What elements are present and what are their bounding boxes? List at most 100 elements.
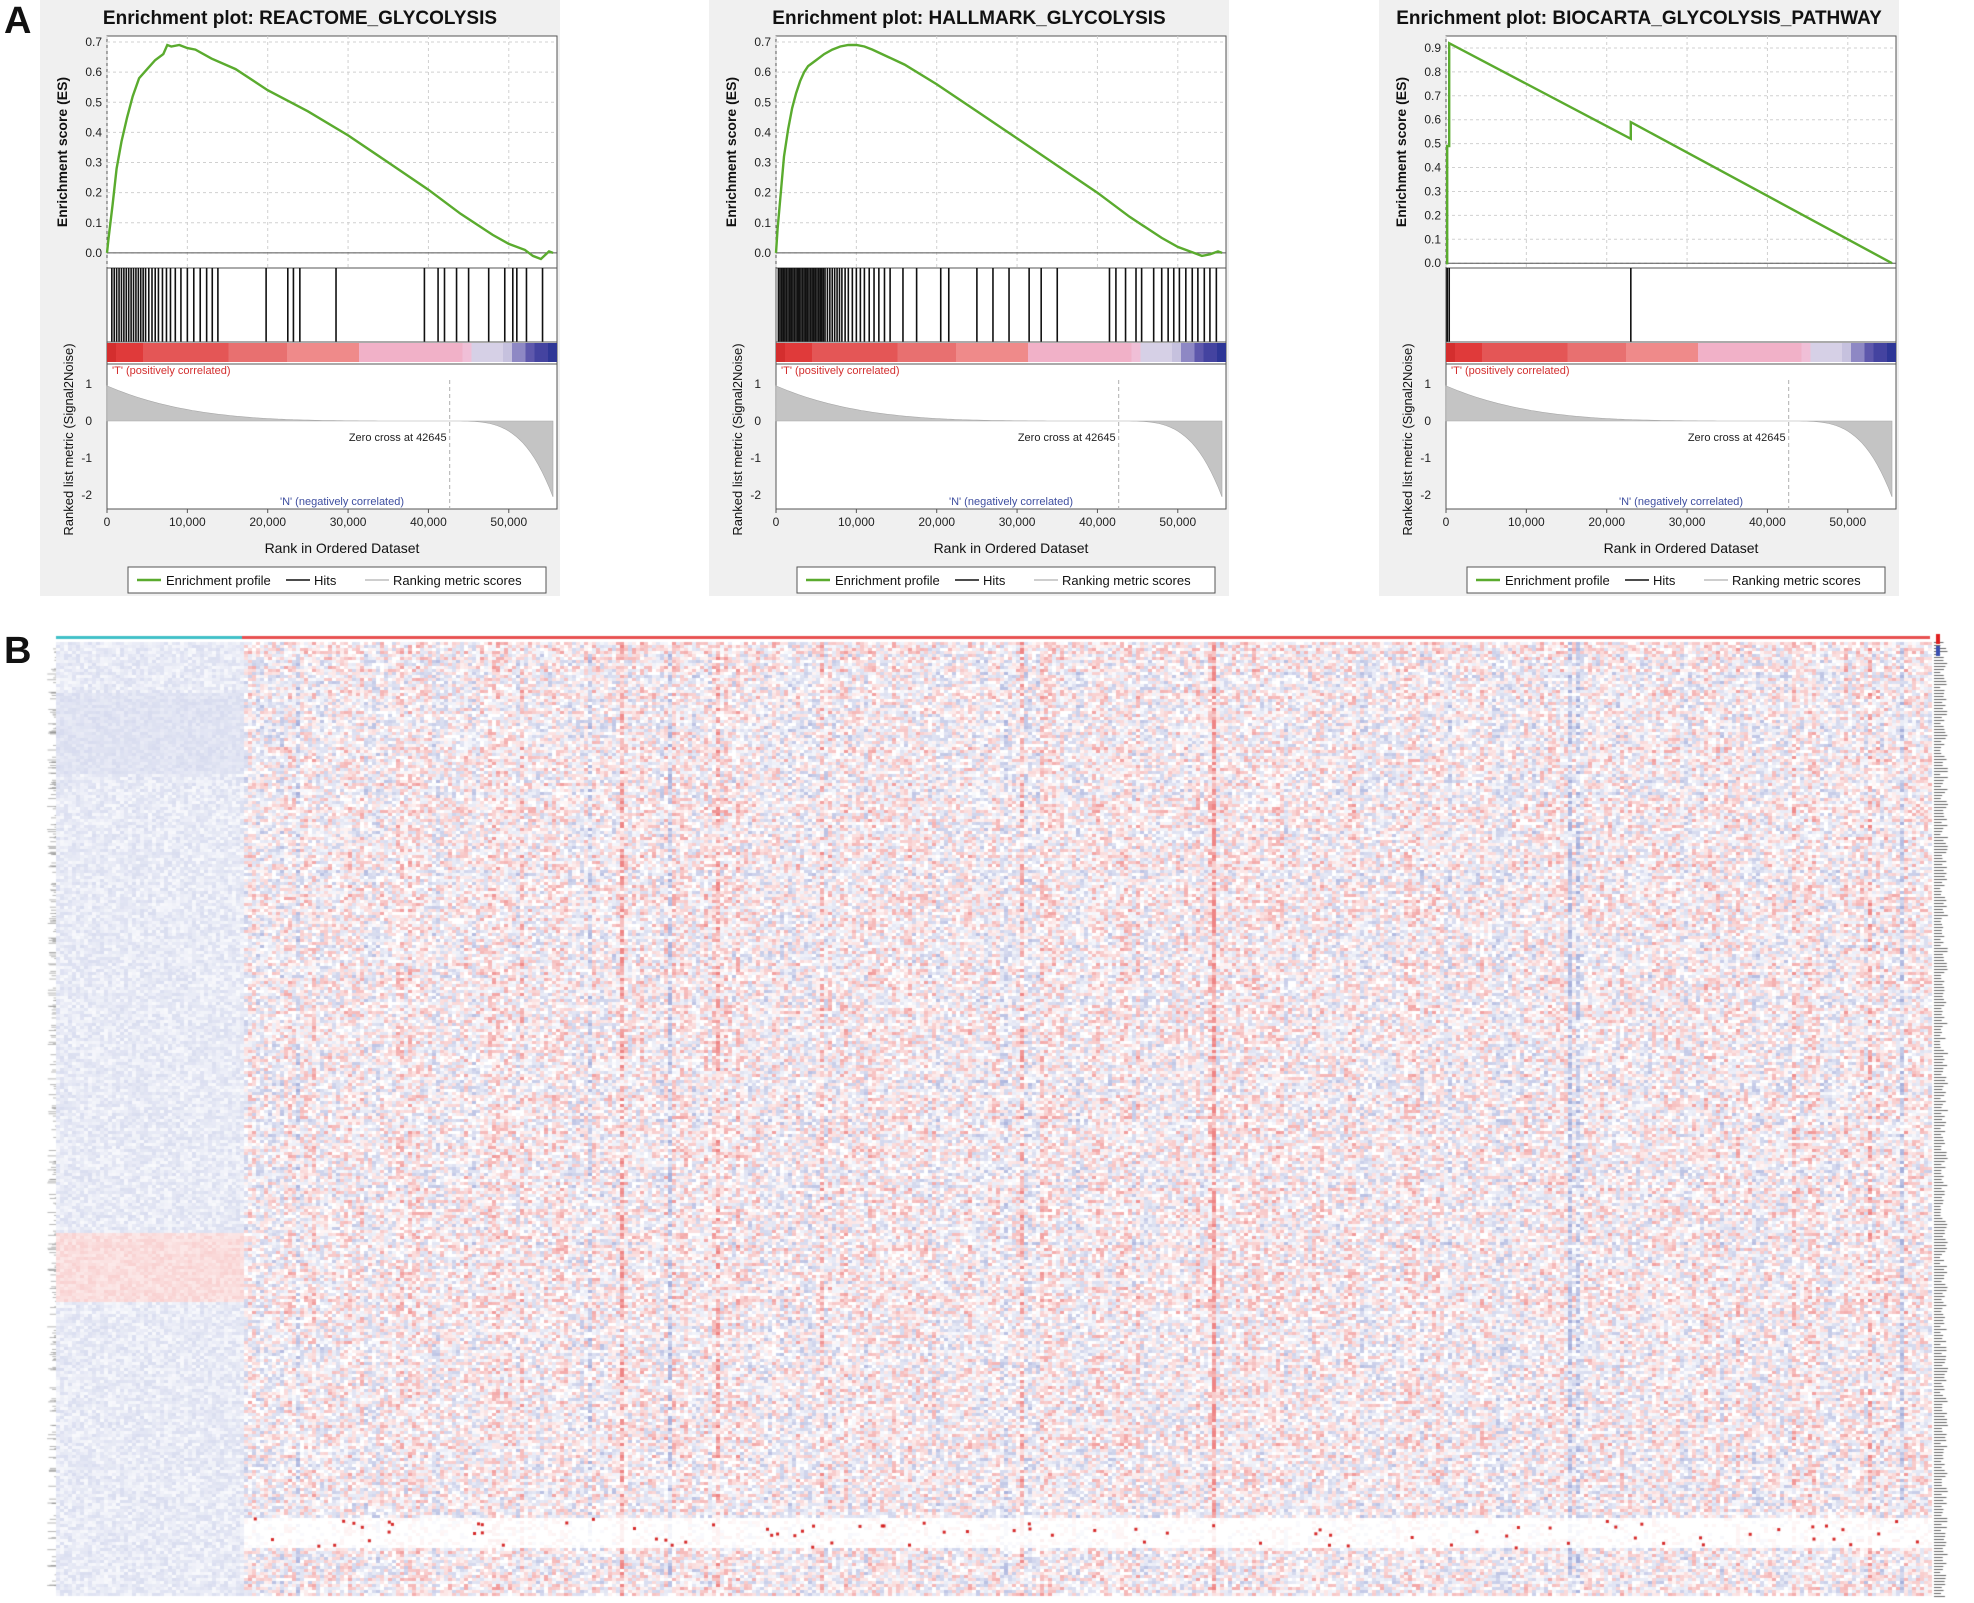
metric-tick-label: -2 [750,488,761,502]
es-tick-label: 0.6 [85,65,102,79]
enrichment-profile-line [774,43,1223,258]
panel-label-b: B [4,630,32,672]
legend-metric-label: Ranking metric scores [1062,573,1191,588]
zero-cross-label: Zero cross at 42645 [1018,432,1116,444]
rank-color-segment [525,343,535,362]
rank-color-segment [1131,343,1141,362]
es-tick-label: 0.4 [754,125,771,139]
rank-color-segment [116,343,143,362]
x-tick-label: 10,000 [1508,515,1545,529]
rank-color-segment [1482,343,1568,362]
x-tick-label: 30,000 [1669,515,1706,529]
legend-metric-label: Ranking metric scores [1732,573,1861,588]
es-tick-label: 0.5 [1424,137,1441,151]
rank-color-segment [1172,343,1181,362]
enrichment-plot-hallmark: Enrichment plot: HALLMARK_GLYCOLYSIS 0.0 0… [723,8,1227,594]
plot-area [775,35,1227,510]
es-tick-label: 0.4 [85,125,102,139]
rank-color-segment [1194,343,1204,362]
rank-color-segment [1864,343,1874,362]
gsea-panel-reactome: Enrichment plot: REACTOME_GLYCOLYSIS 0.0 0… [40,0,560,596]
metric-tick-label: 1 [754,377,761,391]
rank-color-segment [1873,343,1887,362]
x-tick-label: 50,000 [1829,515,1866,529]
panel-label-a: A [4,0,32,42]
metric-tick-label: 1 [1424,377,1431,391]
x-tick-label: 40,000 [1749,515,1786,529]
es-tick-label: 0.3 [1424,184,1441,198]
enrichment-plot-biocarta: Enrichment plot: BIOCARTA_GLYCOLYSIS_PAT… [1393,8,1897,594]
x-tick-label: 50,000 [490,515,527,529]
rank-color-segment [812,343,898,362]
legend-hits-label: Hits [1653,573,1676,588]
metric-tick-label: -2 [1420,488,1431,502]
rank-color-segment [512,343,526,362]
metric-tick-label: 1 [85,377,92,391]
metric-tick-label: 0 [1424,414,1431,428]
x-tick-label: 40,000 [1079,515,1116,529]
positive-correlation-label: 'T' (positively correlated) [781,365,900,377]
plot-title: Enrichment plot: REACTOME_GLYCOLYSIS [103,8,497,29]
legend-box [1466,566,1886,594]
es-tick-label: 0.5 [754,95,771,109]
es-tick-label: 0.9 [1424,41,1441,55]
es-tick-label: 0.6 [754,65,771,79]
es-axis-label: Enrichment score (ES) [1393,77,1409,227]
rank-color-segment [1887,343,1896,362]
gsea-panel-hallmark: Enrichment plot: HALLMARK_GLYCOLYSIS 0.0 0… [709,0,1229,596]
rank-color-segment [1851,343,1865,362]
x-axis-label: Rank in Ordered Dataset [265,540,420,556]
es-tick-label: 0.1 [754,216,771,230]
rank-color-segment [107,343,116,362]
rank-color-segment [1698,343,1802,362]
rank-color-segment [776,343,785,362]
zero-cross-label: Zero cross at 42645 [349,432,447,444]
legend-hits-label: Hits [314,573,337,588]
es-tick-label: 0.1 [85,216,102,230]
x-tick-label: 0 [104,515,111,529]
es-tick-label: 0.0 [85,246,102,260]
negative-correlation-label: 'N' (negatively correlated) [949,496,1073,508]
x-tick-label: 30,000 [330,515,367,529]
metric-tick-label: -1 [81,451,92,465]
ranking-metric-area [106,385,554,498]
es-tick-label: 0.2 [754,186,771,200]
x-tick-label: 20,000 [249,515,286,529]
x-axis-label: Rank in Ordered Dataset [934,540,1089,556]
es-axis-label: Enrichment score (ES) [54,77,70,227]
legend-profile-label: Enrichment profile [835,573,940,588]
es-tick-label: 0.0 [1424,256,1441,270]
ranking-metric-area [775,385,1223,498]
es-tick-label: 0.0 [754,246,771,260]
rank-color-segment [785,343,812,362]
rank-color-segment [1203,343,1217,362]
expression-heatmap [44,632,1954,1598]
rank-color-segment [956,343,1028,362]
x-axis-label: Rank in Ordered Dataset [1604,540,1759,556]
rank-color-segment [1842,343,1851,362]
x-tick-label: 50,000 [1159,515,1196,529]
plot-area [1445,35,1897,510]
negative-correlation-label: 'N' (negatively correlated) [1619,496,1743,508]
rank-color-segment [1446,343,1455,362]
rank-color-segment [359,343,463,362]
metric-tick-label: -1 [750,451,761,465]
es-tick-label: 0.2 [1424,208,1441,222]
es-tick-label: 0.3 [754,156,771,170]
metric-tick-label: -1 [1420,451,1431,465]
rank-color-segment [462,343,472,362]
metric-axis-label: Ranked list metric (Signal2Noise) [1400,343,1415,535]
metric-tick-label: 0 [85,414,92,428]
rank-color-segment [897,343,956,362]
rank-color-segment [471,343,503,362]
rank-color-segment [534,343,548,362]
plot-title: Enrichment plot: BIOCARTA_GLYCOLYSIS_PAT… [1396,8,1882,29]
enrichment-profile-line [1446,41,1893,265]
plot-title: Enrichment plot: HALLMARK_GLYCOLYSIS [772,8,1165,29]
rank-color-segment [1626,343,1698,362]
rank-color-segment [228,343,287,362]
positive-correlation-label: 'T' (positively correlated) [112,365,231,377]
enrichment-profile-line [105,43,554,261]
rank-color-segment [143,343,229,362]
plot-area [106,35,558,510]
